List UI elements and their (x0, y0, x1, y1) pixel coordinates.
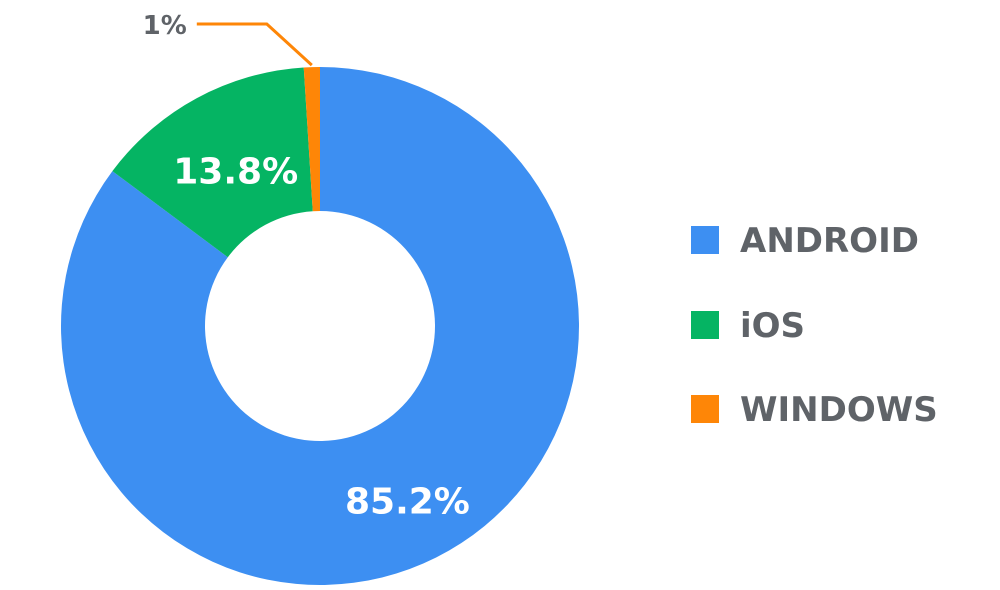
legend-item-windows: WINDOWS (691, 390, 938, 430)
slice-label-ios: 13.8% (173, 151, 298, 192)
legend-swatch-ios (691, 311, 719, 339)
legend-swatch-windows (691, 395, 719, 423)
slice-ios (112, 67, 313, 258)
slice-label-windows: 1% (143, 11, 187, 41)
slice-windows (303, 67, 320, 212)
slices-group (61, 67, 580, 585)
legend: ANDROID iOS WINDOWS (691, 221, 938, 430)
slice-labels-group: 85.2% 13.8% 1% (143, 11, 470, 522)
callout-group (196, 22, 313, 67)
slice-android (61, 67, 580, 585)
slice-label-android: 85.2% (345, 481, 470, 522)
legend-item-ios: iOS (691, 306, 805, 346)
legend-label-android: ANDROID (740, 221, 919, 261)
legend-label-windows: WINDOWS (740, 390, 938, 430)
callout-line-windows (196, 22, 313, 67)
legend-item-android: ANDROID (691, 221, 919, 261)
legend-label-ios: iOS (740, 306, 805, 346)
legend-swatch-android (691, 226, 719, 254)
